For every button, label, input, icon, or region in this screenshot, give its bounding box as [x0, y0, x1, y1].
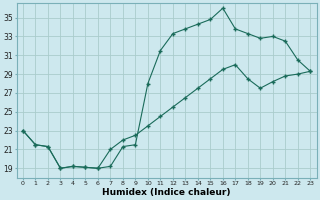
X-axis label: Humidex (Indice chaleur): Humidex (Indice chaleur)	[102, 188, 231, 197]
